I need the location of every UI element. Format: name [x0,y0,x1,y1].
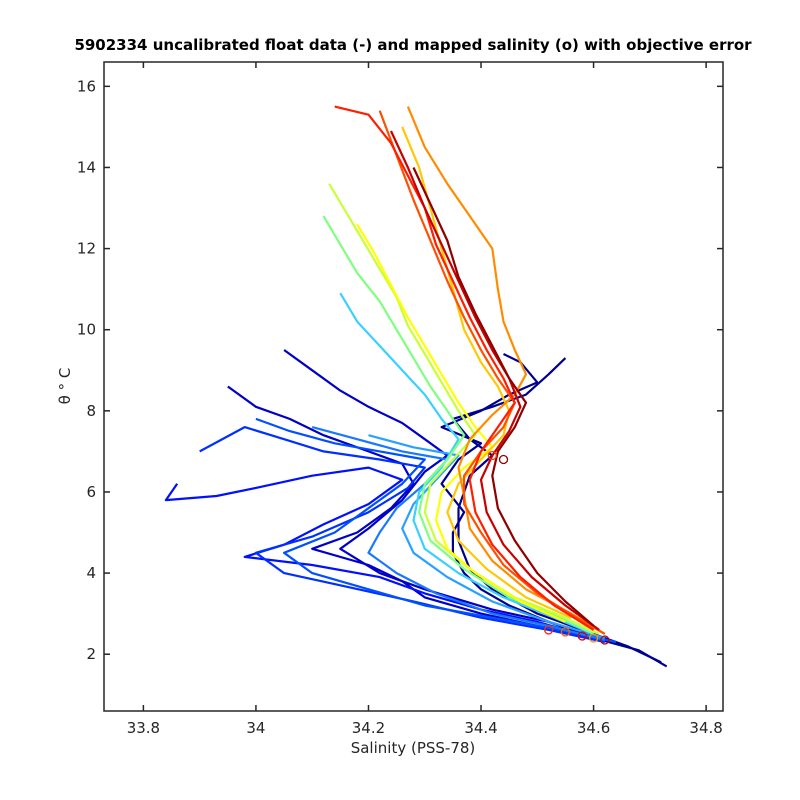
x-tick-label-0: 33.8 [127,719,160,737]
mapped-salinity-marker-4 [600,635,610,645]
x-tick-label-3: 34.4 [464,719,497,737]
y-axis-label: θ ° C [56,368,74,405]
y-tick-label-6: 14 [77,158,96,176]
mapped-salinity-marker-5 [498,454,509,465]
x-tick-label-1: 34 [246,719,265,737]
y-tick-label-5: 12 [77,240,96,258]
x-axis-label: Salinity (PSS-78) [351,739,476,757]
series-line-18 [412,167,595,627]
series-layer [164,105,668,668]
series-line-6 [255,417,617,644]
series-line-7 [311,426,606,642]
series-line-10 [322,215,595,635]
y-tick-label-2: 6 [86,483,96,501]
series-line-9 [339,292,595,635]
plot-background [104,62,723,711]
x-tick-label-5: 34.8 [689,719,722,737]
series-line-16 [334,105,595,631]
series-line-3 [283,349,617,644]
mapped-salinity-marker-2 [577,631,587,641]
x-tick-label-2: 34.2 [352,719,385,737]
mapped-salinity-markers [487,450,610,645]
y-tick-label-7: 16 [77,77,96,95]
plot-frame [103,61,724,712]
series-line-8 [368,434,606,640]
series-line-15 [378,110,606,635]
y-tick-label-3: 8 [86,402,96,420]
mapped-salinity-marker-6 [487,450,497,461]
series-line-17 [390,130,600,631]
series-line-12 [356,223,566,623]
chart-title: 5902334 uncalibrated float data (-) and … [74,36,752,54]
y-tick-label-0: 2 [86,645,96,663]
series-line-4 [164,466,594,640]
y-tick-label-1: 4 [86,564,96,582]
mapped-salinity-marker-3 [588,633,599,643]
ticks-layer: 33.8 34 34.2 34.4 34.6 34.8 2 4 6 8 10 12 14 16 [77,62,723,737]
y-tick-label-4: 10 [77,321,96,339]
mapped-salinity-marker-0 [543,625,554,635]
x-tick-label-4: 34.6 [577,719,610,737]
series-line-2 [227,385,594,640]
mapped-salinity-marker-1 [560,627,571,637]
